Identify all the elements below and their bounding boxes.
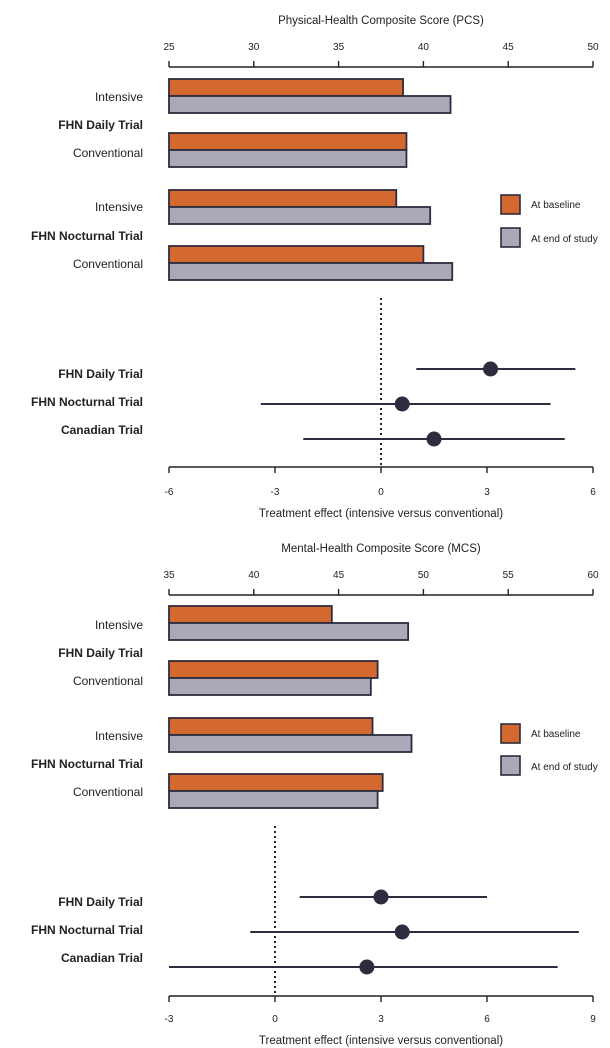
pcs-baseline-bar [168,78,404,97]
pcs-effect-axis-tick-label: 6 [590,487,596,498]
pcs-effect-axis-tick-label: 3 [484,487,490,498]
pcs-nocturnal-conventional-label: Conventional [73,257,143,271]
pcs-effect-axis-ticks: -6 -3 0 3 6 [165,467,596,498]
pcs-nocturnal-trial-label: FHN Nocturnal Trial [31,229,143,243]
pcs-legend-end-swatch [500,227,521,248]
mcs-effect-axis-title: Treatment effect (intensive versus conve… [259,1035,503,1047]
pcs-baseline-bar [168,132,408,151]
pcs-axis-tick-label: 35 [333,42,345,53]
mcs-forest-daily-label: FHN Daily Trial [58,895,143,909]
mcs-daily-conventional-label: Conventional [73,674,143,688]
mcs-effect-axis-tick-label: 0 [272,1014,278,1025]
mcs-effect-axis-tick-label: 9 [590,1014,596,1025]
pcs-legend: At baseline At end of study [500,194,598,248]
mcs-baseline-bar [168,605,333,624]
pcs-axis-tick-label: 30 [248,42,260,53]
mcs-nocturnal-trial-label: FHN Nocturnal Trial [31,757,143,771]
mcs-baseline-bar [168,773,384,792]
pcs-daily-conventional-label: Conventional [73,146,143,160]
pcs-legend-baseline-label: At baseline [531,200,581,211]
mcs-effect-axis-tick-label: 6 [484,1014,490,1025]
pcs-effect-axis-title: Treatment effect (intensive versus conve… [259,508,503,520]
pcs-axis-tick-label: 25 [163,42,175,53]
pcs-legend-end-label: At end of study [531,234,598,245]
mcs-daily-intensive-label: Intensive [95,618,143,632]
pcs-forest-daily-label: FHN Daily Trial [58,367,143,381]
mcs-axis-tick-label: 40 [248,570,260,581]
pcs-forest-point-estimate [483,361,499,377]
pcs-title: Physical-Health Composite Score (PCS) [278,15,484,27]
pcs-effect-axis-tick-label: 0 [378,487,384,498]
pcs-end-bar [168,95,452,114]
pcs-axis-tick-label: 40 [418,42,430,53]
pcs-end-bar [168,149,408,168]
mcs-legend-baseline-label: At baseline [531,729,581,740]
pcs-daily-trial-label: FHN Daily Trial [58,118,143,132]
mcs-axis-ticks: 35 40 45 50 55 60 [163,570,599,595]
pcs-end-bar [168,262,454,281]
mcs-forest-point-estimate [359,959,375,975]
mcs-axis-tick-label: 35 [163,570,175,581]
pcs-forest-point-estimate [426,431,442,447]
mcs-title: Mental-Health Composite Score (MCS) [281,543,481,555]
pcs-nocturnal-intensive-label: Intensive [95,200,143,214]
mcs-axis-tick-label: 45 [333,570,345,581]
pcs-forest-nocturnal-label: FHN Nocturnal Trial [31,395,143,409]
pcs-effect-axis-tick-label: -6 [165,487,174,498]
mcs-end-bar [168,677,372,696]
mcs-legend-end-swatch [500,755,521,776]
mcs-nocturnal-intensive-label: Intensive [95,729,143,743]
pcs-baseline-bar [168,189,398,208]
pcs-axis-ticks: 25 30 35 40 45 50 [163,42,599,67]
mcs-bars [168,605,413,809]
pcs-legend-baseline-swatch [500,194,521,215]
mcs-forest-nocturnal-label: FHN Nocturnal Trial [31,923,143,937]
pcs-bar-panel: Physical-Health Composite Score (PCS) 25… [31,15,599,281]
mcs-legend-baseline-swatch [500,723,521,744]
mcs-effect-axis-tick-label: 3 [378,1014,384,1025]
pcs-forest-panel: FHN Daily Trial FHN Nocturnal Trial Cana… [31,298,596,520]
mcs-forest-point-estimate [373,889,389,905]
mcs-forest-point-estimate [394,924,410,940]
pcs-axis-tick-label: 50 [587,42,599,53]
mcs-legend-end-label: At end of study [531,762,598,773]
mcs-legend: At baseline At end of study [500,723,598,776]
mcs-end-bar [168,622,410,641]
pcs-end-bar [168,206,432,225]
pcs-forest-marks [260,361,576,447]
pcs-baseline-bar [168,245,425,264]
mcs-end-bar [168,734,413,753]
mcs-nocturnal-conventional-label: Conventional [73,785,143,799]
mcs-axis-tick-label: 55 [503,570,515,581]
mcs-bar-panel: Mental-Health Composite Score (MCS) 35 40… [31,543,599,809]
pcs-bars [168,78,454,281]
mcs-effect-axis-ticks: -3 0 3 6 9 [165,996,596,1025]
mcs-effect-axis-tick-label: -3 [165,1014,174,1025]
pcs-daily-intensive-label: Intensive [95,90,143,104]
mcs-baseline-bar [168,717,374,736]
mcs-daily-trial-label: FHN Daily Trial [58,646,143,660]
mcs-forest-panel: FHN Daily Trial FHN Nocturnal Trial Cana… [31,826,596,1047]
pcs-forest-canadian-label: Canadian Trial [61,423,143,437]
mcs-end-bar [168,790,379,809]
pcs-axis-tick-label: 45 [503,42,515,53]
pcs-forest-point-estimate [394,396,410,412]
mcs-axis-tick-label: 60 [587,570,599,581]
mcs-axis-tick-label: 50 [418,570,430,581]
pcs-effect-axis-tick-label: -3 [271,487,280,498]
mcs-baseline-bar [168,660,379,679]
mcs-forest-marks [169,889,579,975]
mcs-forest-canadian-label: Canadian Trial [61,951,143,965]
